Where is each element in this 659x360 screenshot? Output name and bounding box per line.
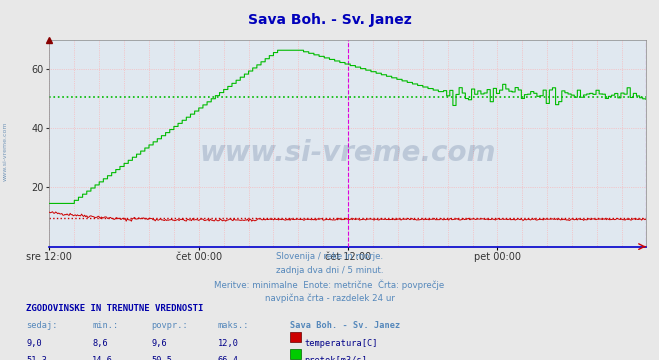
Text: navpična črta - razdelek 24 ur: navpična črta - razdelek 24 ur	[264, 293, 395, 302]
Text: 14,6: 14,6	[92, 356, 113, 360]
Text: Sava Boh. - Sv. Janez: Sava Boh. - Sv. Janez	[248, 13, 411, 27]
Text: 8,6: 8,6	[92, 339, 108, 348]
Text: www.si-vreme.com: www.si-vreme.com	[3, 121, 8, 181]
Text: www.si-vreme.com: www.si-vreme.com	[200, 139, 496, 167]
Text: min.:: min.:	[92, 321, 119, 330]
Text: sedaj:: sedaj:	[26, 321, 58, 330]
Text: 50,5: 50,5	[152, 356, 173, 360]
Text: 12,0: 12,0	[217, 339, 239, 348]
Text: 66,4: 66,4	[217, 356, 239, 360]
Text: Sava Boh. - Sv. Janez: Sava Boh. - Sv. Janez	[290, 321, 400, 330]
Text: pretok[m3/s]: pretok[m3/s]	[304, 356, 368, 360]
Text: maks.:: maks.:	[217, 321, 249, 330]
Text: Meritve: minimalne  Enote: metrične  Črta: povprečje: Meritve: minimalne Enote: metrične Črta:…	[214, 279, 445, 290]
Text: 9,6: 9,6	[152, 339, 167, 348]
Text: zadnja dva dni / 5 minut.: zadnja dva dni / 5 minut.	[275, 266, 384, 275]
Text: Slovenija / reke in morje.: Slovenija / reke in morje.	[276, 252, 383, 261]
Text: ZGODOVINSKE IN TRENUTNE VREDNOSTI: ZGODOVINSKE IN TRENUTNE VREDNOSTI	[26, 304, 204, 313]
Text: temperatura[C]: temperatura[C]	[304, 339, 378, 348]
Text: povpr.:: povpr.:	[152, 321, 188, 330]
Text: 9,0: 9,0	[26, 339, 42, 348]
Text: 51,3: 51,3	[26, 356, 47, 360]
